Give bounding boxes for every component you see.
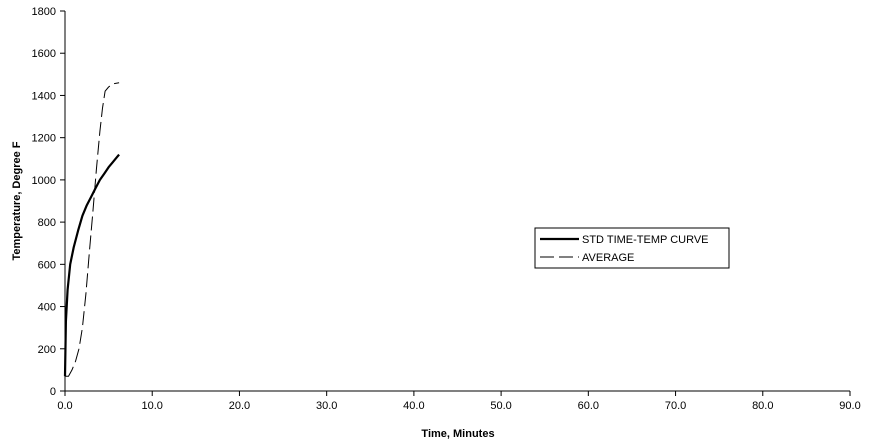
y-tick-label: 1800 [32, 6, 56, 18]
y-tick-label: 1200 [32, 133, 56, 145]
x-tick-label: 30.0 [316, 400, 337, 412]
y-tick-label: 0 [50, 386, 56, 398]
x-tick-label: 20.0 [229, 400, 250, 412]
x-axis-title: Time, Minutes [421, 428, 494, 440]
y-tick-label: 800 [38, 217, 56, 229]
y-tick-label: 1000 [32, 175, 56, 187]
y-tick-label: 1400 [32, 90, 56, 102]
x-tick-label: 60.0 [578, 400, 599, 412]
y-tick-label: 400 [38, 302, 56, 314]
x-tick-label: 90.0 [839, 400, 860, 412]
x-tick-label: 0.0 [57, 400, 72, 412]
legend-label-std-time-temp-curve: STD TIME-TEMP CURVE [582, 234, 709, 246]
x-tick-label: 80.0 [752, 400, 773, 412]
legend: STD TIME-TEMP CURVE AVERAGE [534, 227, 730, 269]
y-tick-label: 200 [38, 344, 56, 356]
x-tick-label: 10.0 [142, 400, 163, 412]
ticks: 0.0 10.0 20.0 30.0 40.0 50.0 60.0 70.0 80.0 90.0 0… [32, 6, 861, 412]
series-line-average [65, 82, 120, 377]
legend-box [534, 227, 730, 269]
series-line-std-time-temp-curve [63, 153, 120, 377]
legend-label-average: AVERAGE [582, 252, 634, 264]
y-axis-title: Temperature, Degree F [11, 141, 23, 260]
y-tick-label: 1600 [32, 48, 56, 60]
x-tick-label: 70.0 [665, 400, 686, 412]
x-tick-label: 50.0 [490, 400, 511, 412]
x-tick-label: 40.0 [403, 400, 424, 412]
series-lines [63, 82, 120, 377]
axes [64, 11, 850, 392]
y-tick-label: 600 [38, 259, 56, 271]
